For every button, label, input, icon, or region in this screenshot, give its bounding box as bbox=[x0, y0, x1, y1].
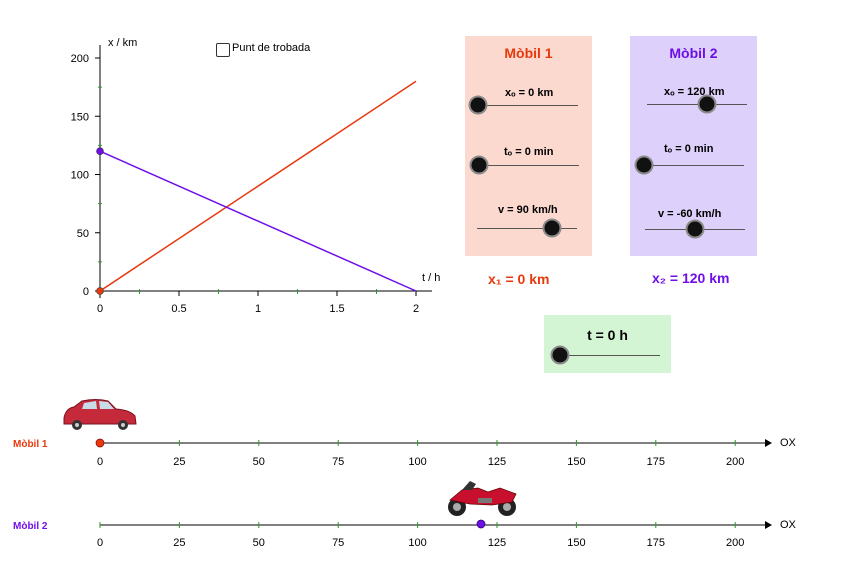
mobile1-position-readout: x₁ = 0 km bbox=[488, 271, 550, 287]
mobile2-t0-label: tₒ = 0 min bbox=[664, 143, 714, 155]
track1-axis-label: OX bbox=[780, 437, 797, 449]
meeting-point-checkbox[interactable] bbox=[216, 43, 230, 57]
track-tick-label: 75 bbox=[332, 537, 344, 549]
track-tick-label: 100 bbox=[408, 537, 426, 549]
track2-label: Mòbil 2 bbox=[13, 521, 48, 532]
mobile2-t0-slider-handle[interactable] bbox=[634, 155, 654, 175]
mobile2-start-point[interactable] bbox=[96, 147, 104, 155]
mobile1-t0-label: tₒ = 0 min bbox=[504, 146, 554, 158]
track2-axis-label: OX bbox=[780, 519, 797, 531]
track-tick-label: 25 bbox=[173, 537, 185, 549]
mobile1-x0-slider-handle[interactable] bbox=[468, 95, 488, 115]
mobile2-marker[interactable] bbox=[476, 519, 486, 529]
mobile1-t0-slider-handle[interactable] bbox=[469, 155, 489, 175]
mobile1-start-point[interactable] bbox=[96, 287, 104, 295]
motorbike-icon bbox=[448, 481, 517, 516]
track-tick-label: 50 bbox=[253, 456, 265, 468]
time-label: t = 0 h bbox=[587, 327, 628, 343]
mobile1-panel: Mòbil 1 xₒ = 0 km tₒ = 0 min v = 90 km/h bbox=[465, 36, 592, 256]
track-tick-label: 150 bbox=[567, 537, 585, 549]
y-tick-label: 50 bbox=[77, 228, 89, 240]
mobile2-title: Mòbil 2 bbox=[669, 45, 718, 61]
track-tick-label: 75 bbox=[332, 456, 344, 468]
track1-arrow-icon bbox=[765, 439, 772, 447]
track-tick-label: 0 bbox=[97, 537, 103, 549]
track-tick-label: 150 bbox=[567, 456, 585, 468]
mobile1-marker[interactable] bbox=[95, 438, 105, 448]
meeting-point-label: Punt de trobada bbox=[232, 42, 311, 54]
mobile2-panel: Mòbil 2 xₒ = 120 km tₒ = 0 min v = -60 k… bbox=[630, 36, 757, 256]
track-tick-label: 175 bbox=[647, 456, 665, 468]
track-tick-label: 175 bbox=[647, 537, 665, 549]
x-tick-label: 1.5 bbox=[329, 303, 344, 315]
y-axis-label: x / km bbox=[108, 37, 137, 49]
time-slider-track[interactable] bbox=[560, 355, 660, 356]
mobile1-t0-slider-track[interactable] bbox=[479, 165, 579, 166]
y-tick-label: 150 bbox=[71, 111, 89, 123]
mobile1-title: Mòbil 1 bbox=[504, 45, 553, 61]
time-panel: t = 0 h bbox=[544, 315, 671, 373]
track-tick-label: 125 bbox=[488, 456, 506, 468]
mobile2-x0-slider-track[interactable] bbox=[647, 104, 747, 105]
x-tick-label: 1 bbox=[255, 303, 261, 315]
mobile2-t0-slider-track[interactable] bbox=[644, 165, 744, 166]
track-tick-label: 125 bbox=[488, 537, 506, 549]
mobile1-x0-label: xₒ = 0 km bbox=[505, 87, 554, 99]
track-tick-label: 200 bbox=[726, 456, 744, 468]
mobile1-v-slider-track[interactable] bbox=[477, 228, 577, 229]
mobile2-line bbox=[99, 150, 417, 292]
x-axis-label: t / h bbox=[422, 272, 440, 284]
y-tick-label: 200 bbox=[71, 53, 89, 65]
mobile1-line bbox=[99, 80, 417, 292]
track-tick-label: 25 bbox=[173, 456, 185, 468]
y-tick-label: 100 bbox=[71, 170, 89, 182]
track2-arrow-icon bbox=[765, 521, 772, 529]
mobile1-v-label: v = 90 km/h bbox=[498, 204, 558, 216]
track-tick-label: 50 bbox=[253, 537, 265, 549]
x-tick-label: 0.5 bbox=[171, 303, 186, 315]
mobile1-x0-slider-track[interactable] bbox=[478, 105, 578, 106]
mobile2-x0-label: xₒ = 120 km bbox=[664, 86, 725, 98]
track-tick-label: 100 bbox=[408, 456, 426, 468]
mobile2-v-label: v = -60 km/h bbox=[658, 208, 722, 220]
mobile2-x0-slider-handle[interactable] bbox=[697, 94, 717, 114]
track-tick-label: 200 bbox=[726, 537, 744, 549]
y-tick-label: 0 bbox=[83, 286, 89, 298]
time-slider-handle[interactable] bbox=[550, 345, 570, 365]
mobile2-v-slider-handle[interactable] bbox=[685, 219, 705, 239]
track1-label: Mòbil 1 bbox=[13, 439, 48, 450]
track-tick-label: 0 bbox=[97, 456, 103, 468]
car-icon bbox=[63, 399, 137, 430]
mobile2-position-readout: x₂ = 120 km bbox=[652, 270, 730, 286]
x-tick-label: 2 bbox=[413, 303, 419, 315]
x-tick-label: 0 bbox=[97, 303, 103, 315]
mobile1-v-slider-handle[interactable] bbox=[542, 218, 562, 238]
